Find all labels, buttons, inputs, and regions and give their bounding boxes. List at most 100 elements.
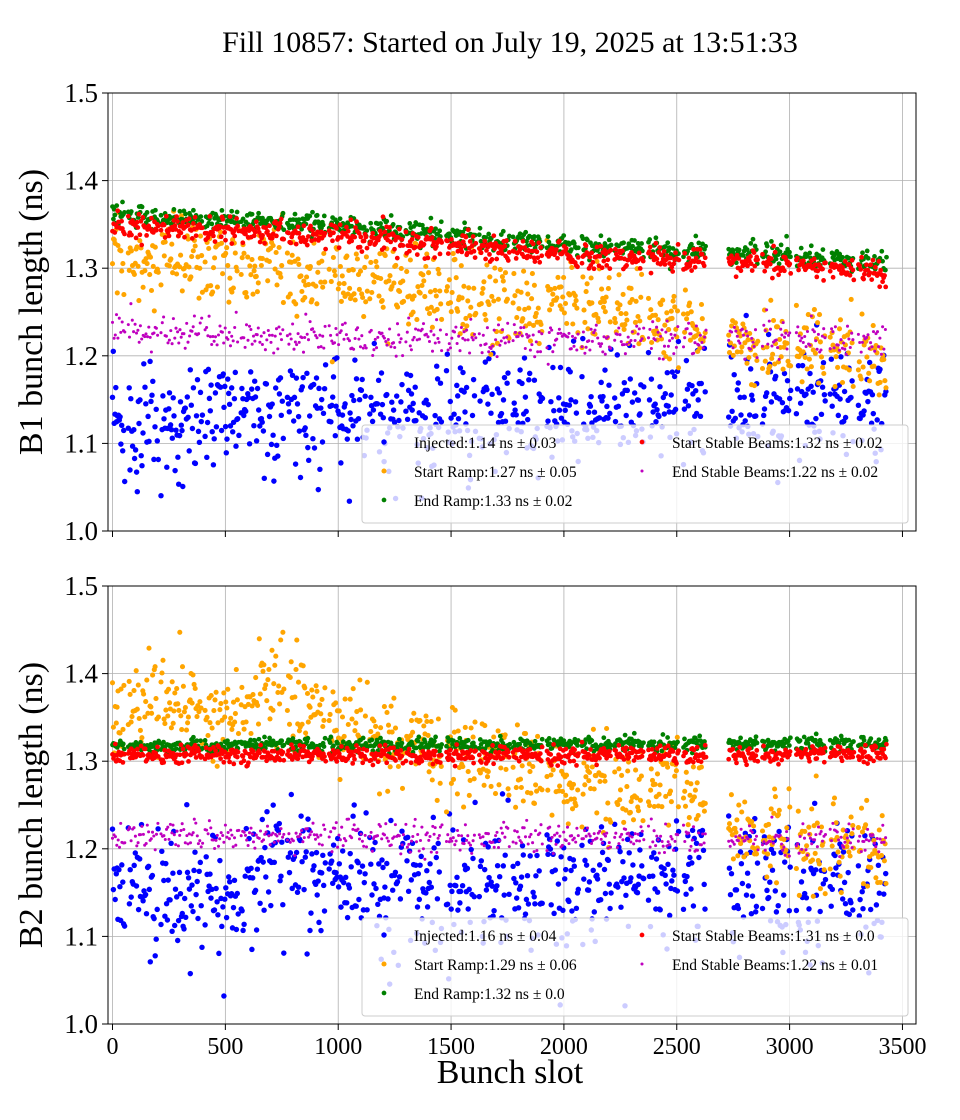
data-point <box>179 288 185 294</box>
data-point <box>875 330 880 334</box>
data-point <box>734 817 740 823</box>
data-point <box>152 331 156 335</box>
data-point <box>407 257 413 263</box>
data-point <box>741 394 747 400</box>
data-point <box>817 339 823 345</box>
data-point <box>531 282 537 288</box>
data-point <box>682 788 688 794</box>
data-point <box>606 335 610 339</box>
data-point <box>579 373 585 380</box>
data-point <box>228 715 234 721</box>
data-point <box>376 335 380 339</box>
data-point <box>493 278 499 284</box>
data-point <box>812 330 816 334</box>
data-point <box>444 332 449 337</box>
data-point <box>463 338 467 342</box>
data-point <box>243 290 249 296</box>
data-point <box>461 804 467 810</box>
legend-marker <box>639 439 645 445</box>
data-point <box>633 298 639 304</box>
data-point <box>552 343 556 347</box>
data-point <box>377 251 383 257</box>
data-point <box>193 891 199 898</box>
data-point <box>504 380 510 386</box>
data-point <box>596 319 602 325</box>
data-point <box>260 428 267 434</box>
data-point <box>617 848 623 855</box>
data-point <box>693 233 699 239</box>
data-point <box>648 766 654 772</box>
data-point <box>733 887 740 893</box>
data-point <box>796 325 800 329</box>
data-point <box>465 250 470 256</box>
data-point <box>210 342 214 347</box>
data-point <box>743 892 750 898</box>
data-point <box>437 288 443 294</box>
data-point <box>510 234 516 240</box>
data-point <box>329 394 336 400</box>
data-point <box>596 336 600 340</box>
data-point <box>657 383 663 390</box>
data-point <box>675 365 682 371</box>
data-point <box>323 324 327 328</box>
data-point <box>742 418 748 424</box>
data-point <box>753 413 759 419</box>
data-point <box>863 822 869 828</box>
data-point <box>517 883 524 889</box>
data-point <box>653 338 657 342</box>
data-point <box>286 869 293 876</box>
data-point <box>314 301 320 307</box>
data-point <box>651 320 655 324</box>
data-point <box>549 301 555 307</box>
data-point <box>171 922 178 929</box>
data-point <box>571 863 578 869</box>
data-point <box>795 362 802 369</box>
data-point <box>305 816 311 822</box>
data-point <box>431 845 437 851</box>
data-point <box>645 295 652 301</box>
data-point <box>806 906 812 912</box>
data-point <box>750 236 756 242</box>
data-point <box>502 270 509 276</box>
data-point <box>410 231 416 236</box>
data-point <box>883 880 889 887</box>
data-point <box>330 339 334 343</box>
data-point <box>293 340 297 344</box>
data-point <box>455 728 461 734</box>
data-point <box>303 237 309 243</box>
data-point <box>519 763 525 769</box>
data-point <box>831 330 835 334</box>
data-point <box>649 339 655 346</box>
data-point <box>204 419 211 426</box>
data-point <box>654 406 660 413</box>
data-point <box>368 239 374 245</box>
data-point <box>169 241 175 247</box>
data-point <box>822 398 828 404</box>
data-point <box>236 432 242 439</box>
data-point <box>293 241 299 247</box>
data-point <box>226 401 233 408</box>
data-point <box>357 244 363 250</box>
data-point <box>397 333 401 337</box>
data-point <box>585 887 592 893</box>
data-point <box>220 330 224 334</box>
data-point <box>488 351 494 357</box>
data-point <box>119 330 123 334</box>
data-point <box>466 285 472 291</box>
data-point <box>142 384 148 390</box>
data-point <box>436 271 442 277</box>
data-point <box>506 233 512 239</box>
data-point <box>727 338 731 342</box>
data-point <box>389 399 395 405</box>
data-point <box>694 324 698 328</box>
data-point <box>432 287 438 293</box>
data-point <box>121 292 127 298</box>
data-point <box>628 285 634 291</box>
data-point <box>515 905 522 911</box>
data-point <box>364 288 370 294</box>
data-point <box>300 663 306 669</box>
data-point <box>820 359 827 366</box>
data-point <box>115 242 121 249</box>
data-point <box>168 426 175 433</box>
data-point <box>188 402 195 408</box>
